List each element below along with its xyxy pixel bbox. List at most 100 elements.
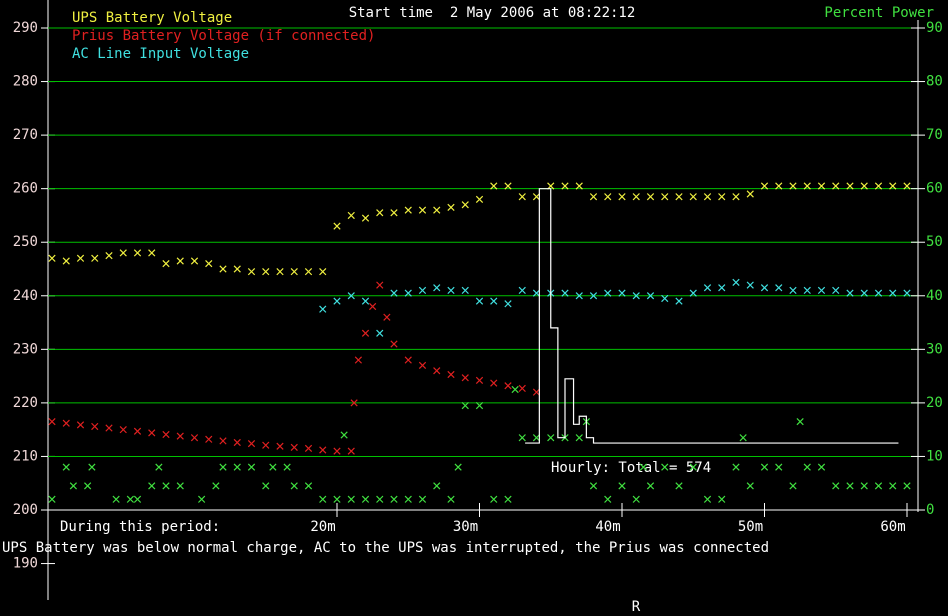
data-point	[618, 193, 626, 201]
data-point	[333, 447, 341, 455]
data-point	[618, 289, 626, 297]
data-point	[433, 367, 441, 375]
data-point	[304, 268, 313, 276]
data-point	[532, 434, 541, 442]
y2-tick-label: 90	[926, 20, 943, 36]
data-point	[732, 463, 740, 471]
data-point	[860, 482, 868, 490]
data-point	[746, 482, 754, 490]
data-point	[461, 401, 469, 410]
y-tick-label: 240	[13, 288, 38, 304]
y2-axis-label: Percent Power	[824, 5, 934, 21]
data-point	[333, 297, 341, 305]
data-point	[689, 289, 697, 297]
data-point	[661, 294, 669, 303]
data-point	[518, 286, 526, 295]
data-point	[689, 463, 697, 471]
data-point	[290, 443, 298, 451]
data-point	[718, 495, 726, 503]
data-point	[532, 193, 541, 201]
data-point	[347, 292, 355, 300]
data-point	[675, 297, 683, 305]
data-point	[575, 434, 583, 442]
data-point	[162, 430, 170, 439]
data-point	[162, 260, 170, 268]
y2-tick-label: 50	[926, 234, 943, 250]
data-point	[675, 193, 683, 201]
data-point	[475, 401, 484, 410]
data-point	[219, 437, 227, 445]
data-point	[76, 254, 85, 262]
data-point	[903, 182, 911, 190]
data-point	[76, 421, 85, 429]
data-point	[454, 463, 462, 471]
data-point	[404, 495, 412, 503]
data-point	[646, 482, 655, 490]
data-point	[561, 289, 569, 297]
data-point	[490, 495, 498, 503]
data-point	[575, 292, 583, 300]
y2-tick-label: 10	[926, 448, 943, 464]
data-point	[874, 482, 883, 490]
data-point	[262, 441, 270, 449]
data-point	[732, 278, 740, 287]
y2-tick-label: 0	[926, 502, 934, 518]
data-point	[661, 463, 669, 471]
data-point	[589, 292, 598, 300]
data-point	[718, 193, 726, 201]
data-point	[504, 495, 512, 503]
data-point	[91, 422, 99, 431]
data-point	[832, 182, 840, 190]
data-point	[176, 257, 184, 265]
data-point	[646, 292, 655, 300]
data-point	[105, 251, 113, 260]
data-point	[247, 463, 256, 471]
data-point	[62, 463, 70, 471]
data-point	[390, 340, 398, 348]
data-point	[48, 495, 56, 503]
y-tick-label: 270	[13, 127, 38, 143]
data-point	[262, 268, 270, 276]
data-point	[789, 182, 797, 190]
data-point	[176, 482, 184, 490]
data-point	[48, 254, 56, 262]
data-point	[290, 482, 298, 490]
data-point	[269, 463, 277, 471]
period-text: UPS Battery was below normal charge, AC …	[2, 540, 769, 556]
data-point	[803, 463, 811, 471]
data-point	[262, 482, 270, 490]
data-point	[846, 289, 854, 297]
x-tick-label: 50m	[738, 519, 763, 535]
data-point	[62, 419, 70, 427]
data-point	[490, 297, 498, 305]
data-point	[461, 201, 469, 209]
data-point	[703, 284, 712, 292]
data-point	[155, 463, 163, 471]
y2-tick-label: 30	[926, 341, 943, 357]
data-point	[490, 182, 498, 190]
y-tick-label: 280	[13, 74, 38, 90]
data-point	[418, 286, 427, 295]
data-point	[133, 249, 142, 257]
data-point	[304, 444, 313, 453]
data-point	[703, 495, 712, 503]
y-tick-label: 190	[13, 556, 38, 572]
data-point	[718, 284, 726, 292]
data-point	[205, 260, 213, 268]
data-point	[376, 495, 384, 503]
data-point	[361, 329, 370, 337]
data-point	[632, 495, 640, 503]
data-point	[361, 214, 370, 222]
data-point	[504, 382, 512, 390]
data-point	[319, 495, 327, 503]
data-point	[88, 463, 96, 471]
data-point	[319, 268, 327, 276]
data-point	[354, 356, 362, 364]
data-point	[618, 482, 626, 490]
chart-title: Start time 2 May 2006 at 08:22:12	[349, 5, 636, 21]
data-point	[247, 439, 256, 448]
data-point	[490, 379, 498, 387]
data-point	[461, 286, 469, 295]
data-point	[511, 385, 519, 394]
data-point	[350, 399, 358, 407]
